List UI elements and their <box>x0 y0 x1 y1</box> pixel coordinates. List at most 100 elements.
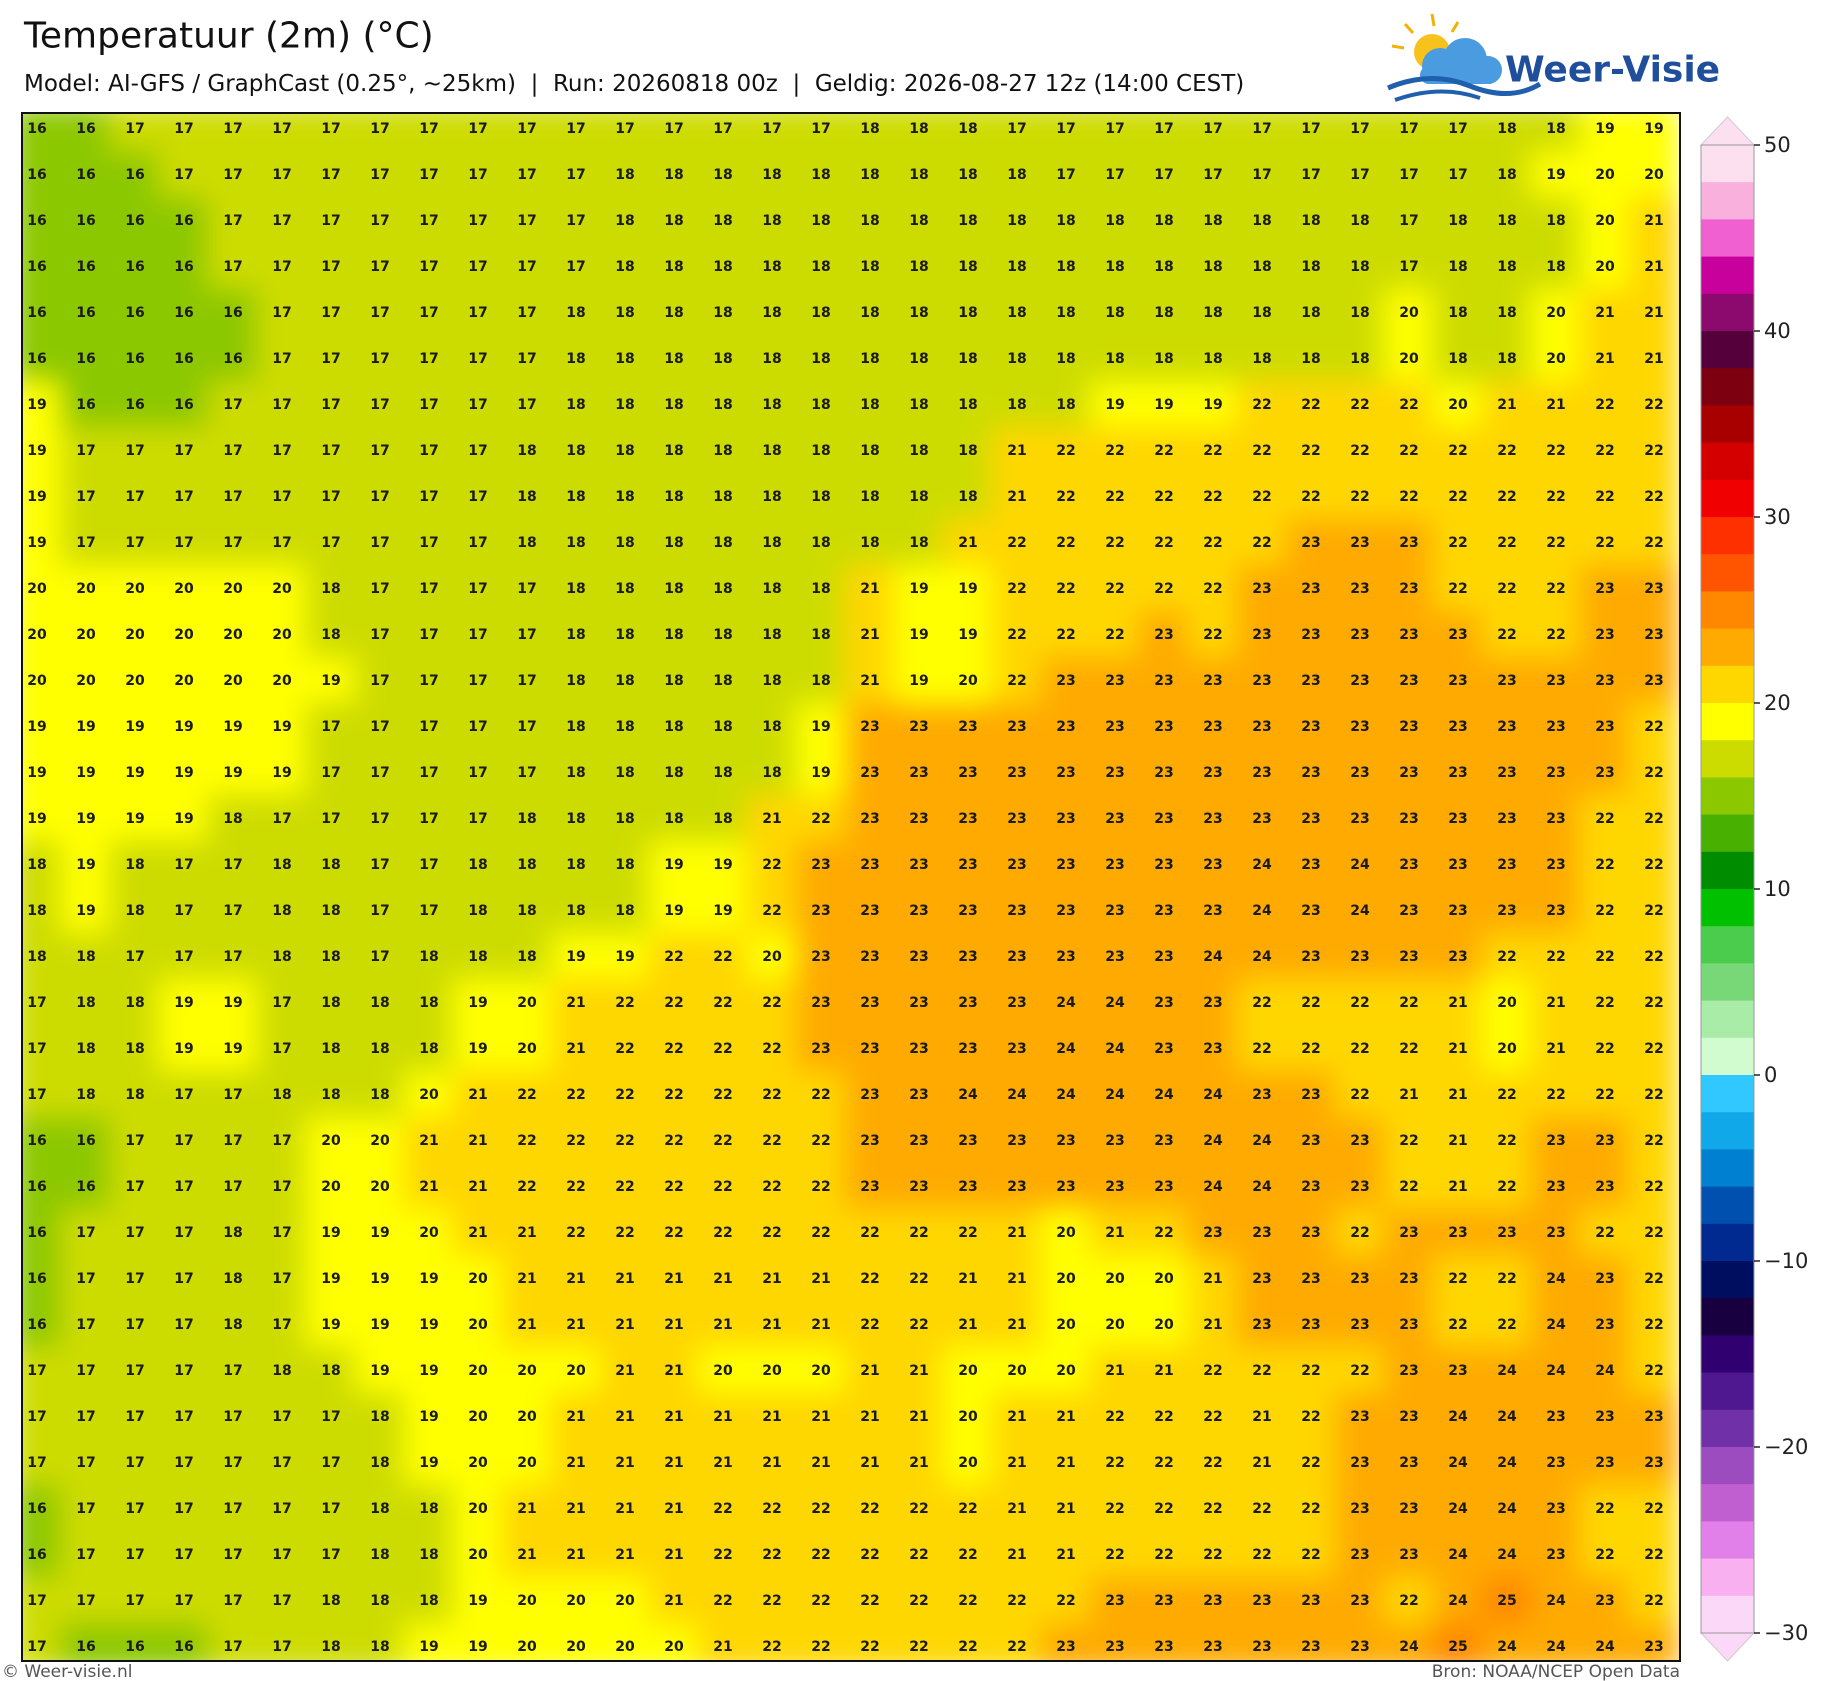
cell-value: 17 <box>370 811 389 827</box>
field-cell <box>1138 795 1190 843</box>
field-cell <box>648 1209 700 1257</box>
field-cell <box>1383 289 1435 337</box>
cell-value: 24 <box>1105 1087 1125 1103</box>
field-cell <box>1481 197 1533 245</box>
field-cell <box>844 113 896 153</box>
cell-value: 18 <box>713 811 732 827</box>
cell-value: 24 <box>1448 1409 1468 1425</box>
footer-credit: © Weer-visie.nl <box>2 1662 132 1681</box>
cell-value: 20 <box>517 1639 537 1655</box>
cell-value: 23 <box>1399 627 1418 643</box>
cell-value: 23 <box>1350 1409 1369 1425</box>
cell-value: 20 <box>566 1593 586 1609</box>
cell-value: 16 <box>27 121 46 137</box>
field-cell <box>256 1531 308 1579</box>
field-cell <box>305 519 357 567</box>
colorbar-segment <box>1701 442 1754 481</box>
cell-value: 18 <box>272 903 291 919</box>
cell-value: 22 <box>811 1501 830 1517</box>
cell-value: 17 <box>76 1547 95 1563</box>
cell-value: 22 <box>811 1087 830 1103</box>
field-cell <box>942 1393 994 1441</box>
cell-value: 19 <box>713 903 732 919</box>
cell-value: 18 <box>1203 213 1222 229</box>
field-cell <box>697 565 749 613</box>
cell-value: 22 <box>1644 535 1663 551</box>
cell-value: 17 <box>419 903 438 919</box>
cell-value: 17 <box>223 1363 242 1379</box>
cell-value: 18 <box>860 351 879 367</box>
field-cell <box>746 1117 798 1165</box>
field-cell <box>1628 565 1680 613</box>
cell-value: 21 <box>909 1409 928 1425</box>
cell-value: 20 <box>174 581 194 597</box>
field-cell <box>501 289 553 337</box>
cell-value: 17 <box>223 213 242 229</box>
field-cell <box>452 197 504 245</box>
field-cell <box>1481 1071 1533 1119</box>
field-cell <box>991 703 1043 751</box>
field-cell <box>60 1531 112 1579</box>
cell-value: 18 <box>566 903 585 919</box>
field-cell <box>1138 519 1190 567</box>
field-cell <box>1285 565 1337 613</box>
field-cell <box>403 1577 455 1625</box>
cell-value: 23 <box>1007 857 1026 873</box>
field-cell <box>844 197 896 245</box>
field-cell <box>1089 427 1141 475</box>
colorbar-segment <box>1701 628 1754 667</box>
field-cell <box>697 473 749 521</box>
cell-value: 23 <box>811 857 830 873</box>
field-cell <box>452 979 504 1027</box>
field-cell <box>305 979 357 1027</box>
field-cell <box>1628 197 1680 245</box>
field-cell <box>893 841 945 889</box>
cell-value: 23 <box>1350 1547 1369 1563</box>
field-cell <box>452 565 504 613</box>
cell-value: 20 <box>566 1639 586 1655</box>
field-cell <box>697 1209 749 1257</box>
cell-value: 20 <box>762 1363 782 1379</box>
field-cell <box>1138 197 1190 245</box>
field-cell <box>1530 841 1582 889</box>
cell-value: 18 <box>1056 213 1075 229</box>
field-cell <box>1138 1623 1190 1661</box>
field-cell <box>1579 703 1631 751</box>
cell-value: 23 <box>1252 1317 1271 1333</box>
cell-value: 22 <box>1546 949 1565 965</box>
cell-value: 18 <box>811 489 830 505</box>
cell-value: 18 <box>1448 259 1467 275</box>
field-cell <box>697 151 749 199</box>
cell-value: 20 <box>125 581 145 597</box>
field-cell <box>893 1531 945 1579</box>
field-cell <box>1236 1071 1288 1119</box>
colorbar-tick-label: 40 <box>1764 319 1791 343</box>
field-cell <box>844 1347 896 1395</box>
cell-value: 20 <box>1154 1271 1174 1287</box>
field-cell <box>1138 887 1190 935</box>
cell-value: 20 <box>517 1593 537 1609</box>
cell-value: 17 <box>125 1409 144 1425</box>
cell-value: 22 <box>664 949 683 965</box>
field-cell <box>60 1393 112 1441</box>
colorbar-segment <box>1701 331 1754 369</box>
cell-value: 19 <box>27 489 46 505</box>
field-cell <box>550 243 602 291</box>
field-cell <box>109 243 161 291</box>
field-cell <box>60 473 112 521</box>
field-cell <box>1432 657 1484 705</box>
cell-value: 22 <box>1203 1501 1222 1517</box>
field-cell <box>1285 381 1337 429</box>
field-cell <box>60 749 112 797</box>
field-cell <box>403 979 455 1027</box>
field-cell <box>1432 703 1484 751</box>
cell-value: 17 <box>419 213 438 229</box>
field-cell <box>1628 795 1680 843</box>
field-cell <box>109 979 161 1027</box>
field-cell <box>452 113 504 153</box>
field-cell <box>158 151 210 199</box>
field-cell <box>305 1301 357 1349</box>
field-cell <box>550 151 602 199</box>
field-cell <box>648 887 700 935</box>
